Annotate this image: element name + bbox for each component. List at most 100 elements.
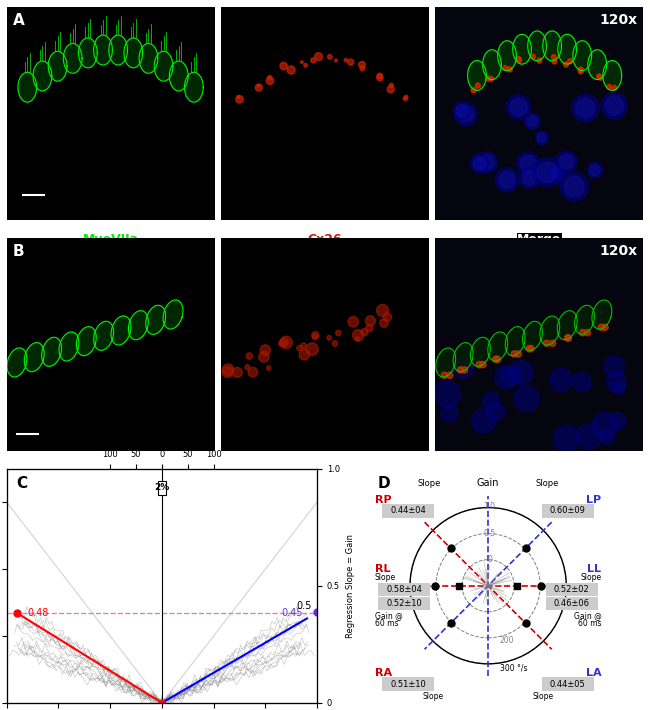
Circle shape: [441, 372, 447, 378]
Circle shape: [514, 386, 539, 412]
Circle shape: [458, 106, 474, 122]
Circle shape: [482, 392, 500, 410]
Circle shape: [480, 361, 486, 368]
Text: Merge: Merge: [517, 233, 562, 246]
Polygon shape: [76, 327, 96, 356]
Circle shape: [377, 73, 382, 79]
Circle shape: [610, 413, 626, 430]
Circle shape: [587, 162, 603, 178]
Circle shape: [606, 372, 626, 393]
Circle shape: [237, 95, 240, 99]
Circle shape: [365, 316, 376, 326]
Circle shape: [475, 83, 480, 88]
Circle shape: [301, 343, 306, 349]
Circle shape: [520, 155, 536, 172]
Circle shape: [335, 59, 337, 62]
FancyBboxPatch shape: [378, 583, 430, 596]
Circle shape: [300, 61, 303, 63]
Polygon shape: [111, 316, 131, 345]
Circle shape: [471, 87, 476, 93]
Circle shape: [280, 62, 287, 70]
Polygon shape: [523, 322, 542, 350]
Circle shape: [578, 69, 583, 74]
Circle shape: [454, 102, 470, 119]
Circle shape: [515, 351, 521, 357]
Text: 0.44±04: 0.44±04: [391, 506, 426, 515]
FancyBboxPatch shape: [546, 583, 598, 596]
Text: LA: LA: [586, 668, 601, 678]
Polygon shape: [543, 31, 562, 61]
Circle shape: [359, 61, 365, 68]
FancyBboxPatch shape: [382, 677, 434, 691]
Circle shape: [499, 171, 515, 188]
Circle shape: [306, 343, 318, 356]
Text: Gain @: Gain @: [375, 611, 402, 620]
Circle shape: [602, 324, 608, 330]
Circle shape: [327, 335, 332, 340]
Circle shape: [476, 361, 482, 368]
Polygon shape: [146, 305, 166, 334]
Circle shape: [579, 329, 586, 336]
Circle shape: [612, 85, 617, 90]
Polygon shape: [557, 311, 577, 339]
Polygon shape: [154, 51, 173, 81]
Circle shape: [551, 167, 564, 180]
Circle shape: [344, 58, 348, 62]
Polygon shape: [163, 300, 183, 329]
Circle shape: [567, 59, 573, 64]
Circle shape: [606, 84, 612, 89]
Circle shape: [447, 372, 453, 378]
Circle shape: [268, 75, 272, 80]
Circle shape: [311, 58, 316, 63]
Circle shape: [517, 58, 521, 62]
Text: 200: 200: [500, 636, 514, 645]
Circle shape: [495, 366, 517, 389]
Text: 0.58±04: 0.58±04: [387, 585, 422, 594]
Circle shape: [522, 170, 537, 185]
Circle shape: [473, 157, 486, 170]
Y-axis label: Regression Slope = Gain: Regression Slope = Gain: [346, 534, 355, 638]
Text: D: D: [378, 476, 391, 491]
Title: Velocity Regression: Velocity Regression: [114, 413, 209, 423]
Circle shape: [571, 94, 599, 122]
FancyBboxPatch shape: [378, 596, 430, 610]
Polygon shape: [64, 43, 82, 73]
Polygon shape: [588, 50, 606, 80]
Polygon shape: [185, 72, 203, 102]
Circle shape: [387, 86, 394, 93]
Text: LL: LL: [588, 564, 601, 574]
Text: RL: RL: [375, 564, 391, 574]
Circle shape: [348, 317, 358, 327]
Circle shape: [257, 85, 259, 87]
Polygon shape: [513, 34, 532, 64]
Circle shape: [537, 162, 557, 182]
Circle shape: [516, 56, 521, 62]
Polygon shape: [528, 31, 547, 61]
Circle shape: [404, 95, 408, 99]
Circle shape: [279, 341, 285, 346]
Polygon shape: [18, 72, 36, 102]
Polygon shape: [170, 61, 188, 91]
Text: Gain @: Gain @: [574, 611, 601, 620]
Text: LP: LP: [586, 495, 601, 505]
Circle shape: [511, 351, 517, 357]
Circle shape: [246, 353, 252, 359]
Circle shape: [335, 330, 341, 336]
Circle shape: [600, 430, 614, 444]
Circle shape: [573, 373, 591, 391]
Circle shape: [266, 366, 271, 371]
Polygon shape: [33, 61, 52, 91]
Text: 0.44±05: 0.44±05: [550, 679, 586, 689]
Text: 0.51±10: 0.51±10: [391, 679, 426, 689]
Circle shape: [559, 154, 574, 169]
Text: 0.46±06: 0.46±06: [554, 599, 590, 608]
Polygon shape: [79, 38, 97, 67]
Circle shape: [287, 66, 295, 74]
Circle shape: [260, 345, 270, 355]
Circle shape: [441, 405, 458, 422]
Circle shape: [360, 66, 365, 71]
Polygon shape: [467, 60, 486, 90]
Circle shape: [502, 366, 521, 386]
Circle shape: [564, 62, 569, 67]
Circle shape: [280, 337, 292, 349]
